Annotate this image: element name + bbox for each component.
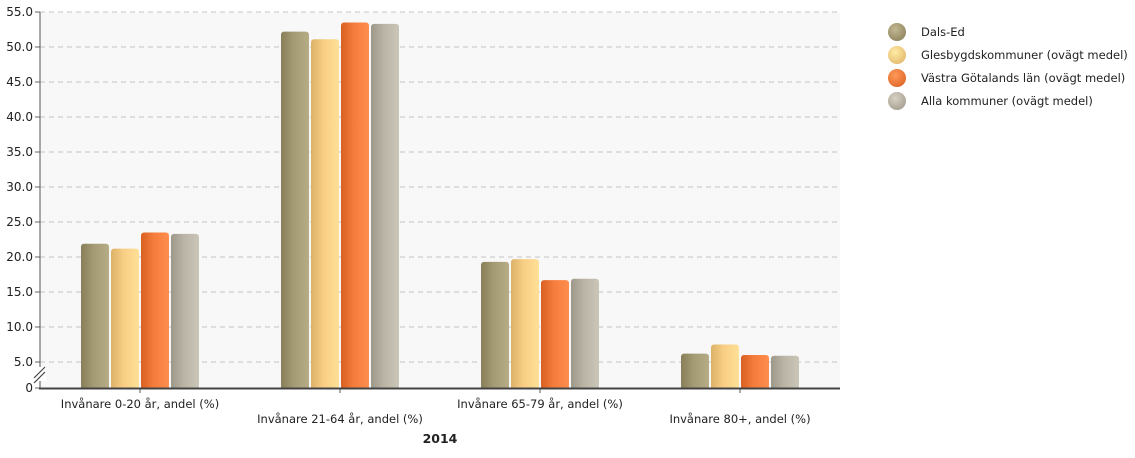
legend-label: Västra Götalands län (ovägt medel) xyxy=(921,71,1125,85)
y-tick-label: 10.0 xyxy=(6,320,33,334)
bar-base xyxy=(171,386,199,388)
legend-label: Dals-Ed xyxy=(921,25,965,39)
bar-dals-ed-1 xyxy=(281,31,309,388)
x-category-label: Invånare 65-79 år, andel (%) xyxy=(457,397,623,411)
bar-dals-ed-3 xyxy=(681,353,709,388)
bar-glesbygdskommuner-ov-gt-medel--1 xyxy=(311,39,339,389)
axis-break-mask xyxy=(34,367,46,381)
y-tick-label: 35.0 xyxy=(6,145,33,159)
y-tick-label: 40.0 xyxy=(6,110,33,124)
legend-marker-icon xyxy=(888,23,906,41)
bar-base xyxy=(81,386,109,388)
x-category-label: Invånare 0-20 år, andel (%) xyxy=(61,397,219,411)
bar-base xyxy=(111,386,139,388)
y-tick-label: 30.0 xyxy=(6,180,33,194)
y-tick-label: 5.0 xyxy=(14,355,33,369)
x-category-label: Invånare 80+, andel (%) xyxy=(669,412,810,426)
bar-base xyxy=(541,386,569,388)
axis-break-icon xyxy=(33,366,46,384)
legend-label: Glesbygdskommuner (ovägt medel) xyxy=(921,48,1128,62)
y-tick-label: 50.0 xyxy=(6,40,33,54)
bar-glesbygdskommuner-ov-gt-medel--2 xyxy=(511,259,539,388)
bar-base xyxy=(311,386,339,388)
bar-base xyxy=(281,386,309,388)
bar-base xyxy=(371,386,399,388)
bar-alla-kommuner-ov-gt-medel--3 xyxy=(771,355,799,388)
bar-base xyxy=(341,386,369,388)
legend-marker-icon xyxy=(888,69,906,87)
bar-v-stra-g-talands-l-n-ov-gt-medel--0 xyxy=(141,232,169,388)
bar-dals-ed-2 xyxy=(481,261,509,388)
bar-base xyxy=(711,386,739,388)
y-tick-label: 45.0 xyxy=(6,75,33,89)
bar-alla-kommuner-ov-gt-medel--0 xyxy=(171,233,199,388)
x-category-label: Invånare 21-64 år, andel (%) xyxy=(257,412,423,426)
bar-base xyxy=(681,386,709,388)
bar-dals-ed-0 xyxy=(81,243,109,388)
bar-base xyxy=(141,386,169,388)
bar-base xyxy=(571,386,599,388)
bar-base xyxy=(511,386,539,388)
y-tick-label: 20.0 xyxy=(6,250,33,264)
bar-base xyxy=(741,386,769,388)
bar-v-stra-g-talands-l-n-ov-gt-medel--3 xyxy=(741,355,769,388)
bar-v-stra-g-talands-l-n-ov-gt-medel--2 xyxy=(541,280,569,388)
y-tick-label: 55.0 xyxy=(6,5,33,19)
bar-alla-kommuner-ov-gt-medel--1 xyxy=(371,23,399,389)
bar-base xyxy=(481,386,509,388)
legend-label: Alla kommuner (ovägt medel) xyxy=(921,94,1093,108)
y-tick-label: 25.0 xyxy=(6,215,33,229)
y-tick-label: 15.0 xyxy=(6,285,33,299)
bar-v-stra-g-talands-l-n-ov-gt-medel--1 xyxy=(341,22,369,388)
x-axis-title: 2014 xyxy=(423,431,458,446)
bar-alla-kommuner-ov-gt-medel--2 xyxy=(571,278,599,388)
legend-marker-icon xyxy=(888,46,906,64)
bar-glesbygdskommuner-ov-gt-medel--0 xyxy=(111,248,139,388)
legend: Dals-Ed Glesbygdskommuner (ovägt medel) Vä… xyxy=(888,23,1128,110)
bar-base xyxy=(771,386,799,388)
legend-marker-icon xyxy=(888,92,906,110)
y-tick-label: 0 xyxy=(25,381,33,395)
bar-glesbygdskommuner-ov-gt-medel--3 xyxy=(711,344,739,388)
